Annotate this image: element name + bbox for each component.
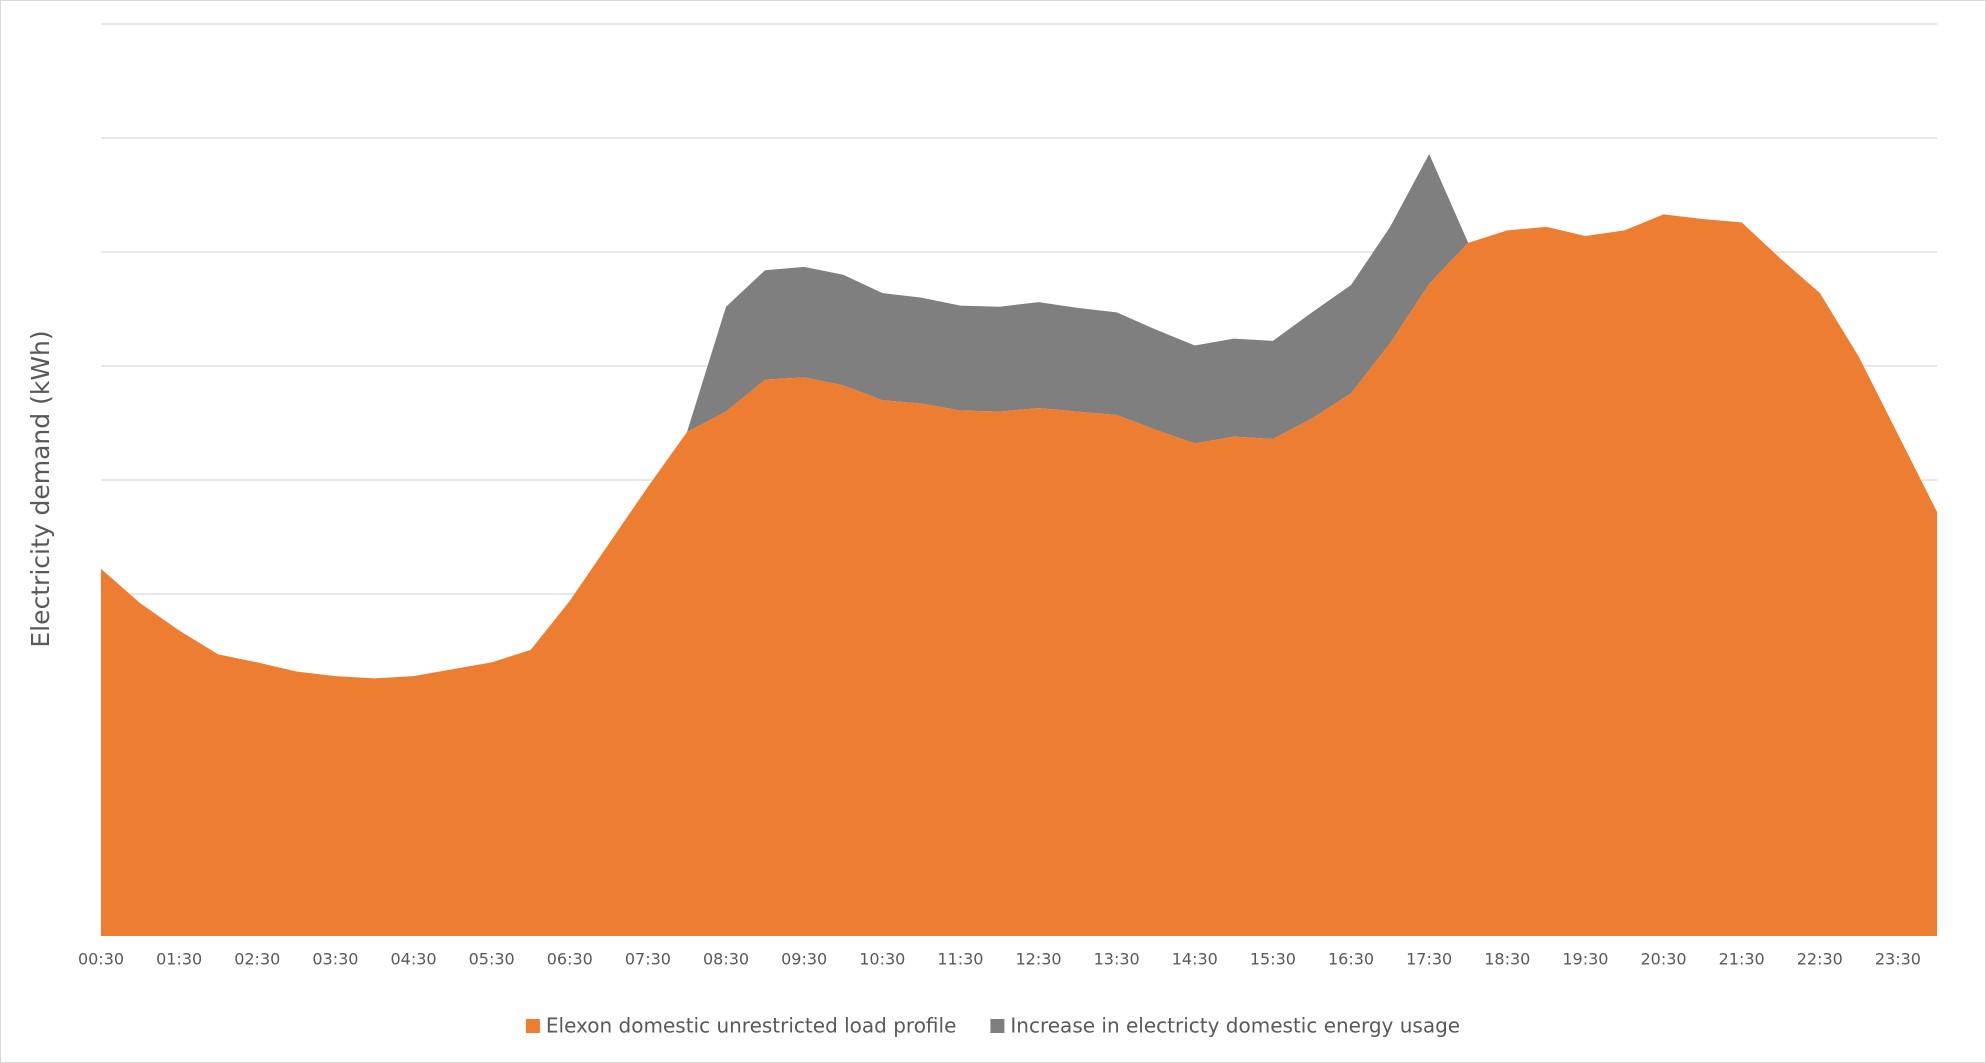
x-tick-label: 13:30 xyxy=(1094,950,1140,969)
legend-item: Elexon domestic unrestricted load profil… xyxy=(525,1014,956,1038)
x-tick-label: 16:30 xyxy=(1328,950,1374,969)
area xyxy=(101,214,1937,936)
x-tick-label: 03:30 xyxy=(312,950,358,969)
x-tick-label: 12:30 xyxy=(1015,950,1061,969)
x-tick-label: 17:30 xyxy=(1406,950,1452,969)
x-tick-label: 19:30 xyxy=(1562,950,1608,969)
x-tick-label: 00:30 xyxy=(78,950,124,969)
x-tick-label: 21:30 xyxy=(1719,950,1765,969)
legend-label: Elexon domestic unrestricted load profil… xyxy=(546,1014,956,1038)
plot-area xyxy=(101,153,1937,936)
y-axis-label: Electricity demand (kWh) xyxy=(26,330,55,647)
x-tick-label: 04:30 xyxy=(390,950,436,969)
x-tick-label: 11:30 xyxy=(937,950,983,969)
x-tick-label: 06:30 xyxy=(547,950,593,969)
x-tick-label: 23:30 xyxy=(1875,950,1921,969)
x-tick-label: 05:30 xyxy=(469,950,515,969)
x-tick-label: 15:30 xyxy=(1250,950,1296,969)
x-tick-label: 07:30 xyxy=(625,950,671,969)
x-tick-label: 02:30 xyxy=(234,950,280,969)
x-tick-label: 09:30 xyxy=(781,950,827,969)
legend-item: Increase in electricty domestic energy u… xyxy=(990,1014,1460,1038)
legend-swatch xyxy=(525,1019,540,1033)
x-tick-label: 10:30 xyxy=(859,950,905,969)
labels: 00:30 01:30 02:30 03:30 04:30 05:30 06:30 07:30… xyxy=(78,950,1921,1038)
x-tick-label: 01:30 xyxy=(156,950,202,969)
x-tick-label: 20:30 xyxy=(1640,950,1686,969)
legend-swatch xyxy=(990,1019,1005,1033)
legend-label: Increase in electricty domestic energy u… xyxy=(1010,1014,1460,1038)
x-tick-label: 08:30 xyxy=(703,950,749,969)
x-tick-label: 14:30 xyxy=(1172,950,1218,969)
x-tick-label: 18:30 xyxy=(1484,950,1530,969)
x-tick-label: 22:30 xyxy=(1797,950,1843,969)
